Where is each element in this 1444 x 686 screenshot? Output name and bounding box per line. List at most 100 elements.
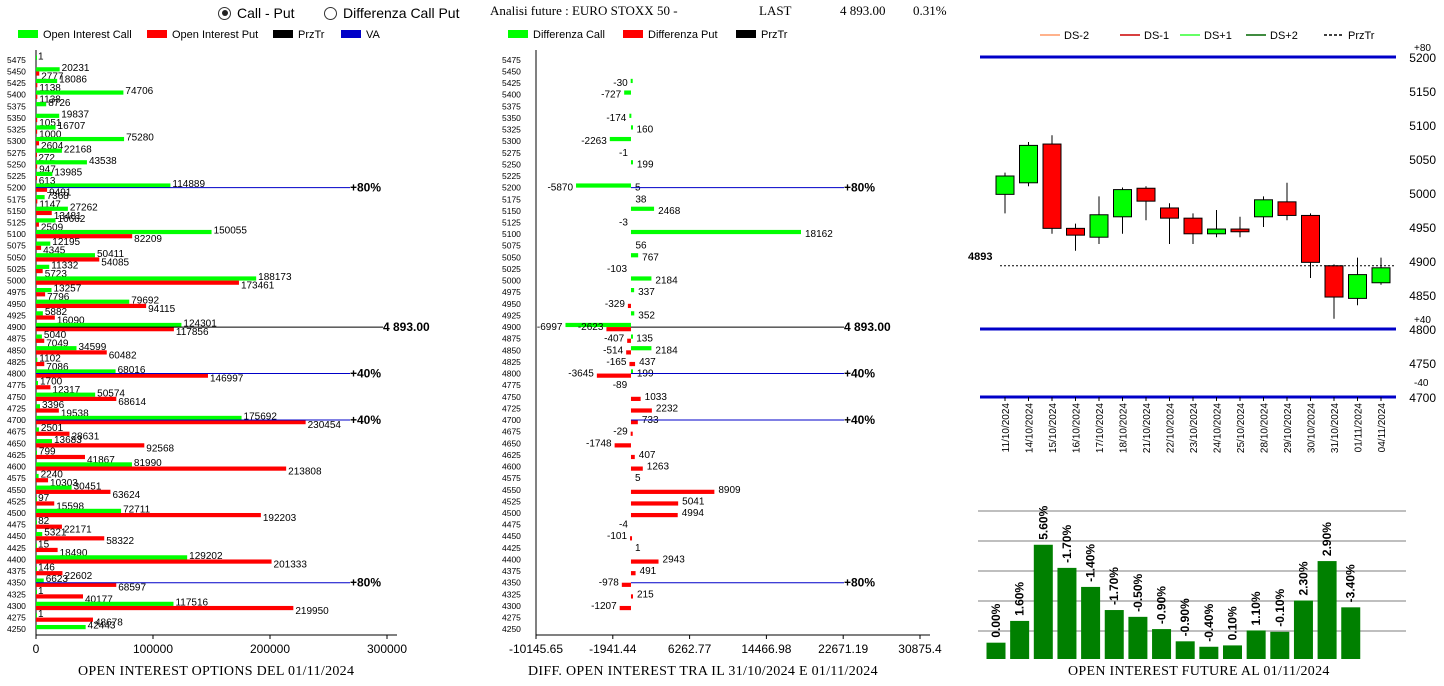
future-oi-label: 0.10% <box>1226 606 1240 640</box>
diff-bar <box>630 125 633 130</box>
future-oi-bar <box>1010 620 1030 659</box>
put-value-label: 13481 <box>54 211 82 222</box>
call-value-label: 188173 <box>258 272 292 283</box>
diff-bar <box>627 338 631 343</box>
put-value-label: 1138 <box>39 95 61 106</box>
candle-body <box>1207 228 1226 235</box>
put-bar <box>36 350 107 355</box>
put-bar <box>36 443 145 448</box>
band-label: +80 <box>1414 43 1431 54</box>
strike-label: 5250 <box>7 159 26 169</box>
strike-label: 4450 <box>7 531 26 541</box>
x-tick-label: -1941.44 <box>589 642 637 656</box>
call-bar <box>36 532 43 537</box>
put-bar <box>36 536 105 541</box>
strike-label: 5400 <box>502 90 521 100</box>
strike-label: 4725 <box>502 403 521 413</box>
put-value-label: 2509 <box>41 222 64 233</box>
put-value-label: 58322 <box>106 536 134 547</box>
strike-label: 4750 <box>7 392 26 402</box>
put-value-label: 4345 <box>43 246 66 257</box>
put-bar <box>36 512 261 518</box>
put-value-label: 92568 <box>146 443 174 454</box>
call-value-label: 50411 <box>97 249 125 260</box>
diff-bar <box>630 454 635 460</box>
put-value-label: 1000 <box>39 130 62 141</box>
x-tick-label: 01/11/2024 <box>1354 403 1365 453</box>
call-bar <box>36 346 77 351</box>
future-oi-bar <box>1057 567 1077 659</box>
put-value-label: 16090 <box>57 315 85 326</box>
call-bar <box>36 601 174 606</box>
diff-bar <box>630 229 801 235</box>
put-value-label: 22602 <box>64 571 92 582</box>
diff-value-label: 337 <box>638 287 655 298</box>
candle-body <box>1113 189 1132 218</box>
strike-label: 4575 <box>502 473 521 483</box>
caption-left: OPEN INTEREST OPTIONS DEL 01/11/2024 <box>78 664 355 679</box>
strike-label: 5225 <box>502 171 521 181</box>
put-bar <box>36 327 174 332</box>
x-tick-label: 24/10/2024 <box>1213 403 1224 453</box>
reference-label: +80% <box>350 181 381 195</box>
legend-swatch <box>273 30 293 38</box>
call-bar <box>36 578 44 583</box>
strike-label: 5175 <box>7 194 26 204</box>
strike-label: 5350 <box>7 113 26 123</box>
open-interest-options-chart: Open Interest Call Open Interest Put PrzTr… <box>7 29 430 656</box>
strike-label: 4275 <box>502 613 521 623</box>
y-tick-label: 4950 <box>1409 221 1436 235</box>
strike-label: 4525 <box>502 496 521 506</box>
strike-label: 4250 <box>502 624 521 634</box>
strike-label: 4775 <box>502 380 521 390</box>
call-value-label: 13683 <box>54 435 82 446</box>
future-oi-label: -1.70% <box>1107 567 1121 605</box>
call-bar <box>36 55 37 60</box>
future-oi-bar <box>1246 630 1266 659</box>
call-value-label: 175692 <box>244 412 278 423</box>
diff-value-label: -29 <box>613 427 628 438</box>
y-tick-label: 4850 <box>1409 289 1436 303</box>
x-tick-label: 100000 <box>133 642 173 656</box>
radio-differenza[interactable]: Differenza Call Put <box>324 5 459 21</box>
put-bar <box>36 176 37 181</box>
last-price-label: 4893 <box>968 251 992 263</box>
call-bar <box>36 195 45 200</box>
put-value-label: 1051 <box>39 118 62 129</box>
diff-value-label: -30 <box>613 78 628 89</box>
strike-label: 5100 <box>502 229 521 239</box>
y-tick-label: 5100 <box>1409 119 1436 133</box>
diff-bar <box>630 559 659 564</box>
radio-selected-icon[interactable] <box>218 6 231 20</box>
band-label: -40 <box>1414 378 1429 389</box>
put-value-label: 22171 <box>64 525 92 536</box>
diff-bar <box>614 443 631 448</box>
strike-label: 4375 <box>502 566 521 576</box>
call-value-label: 34599 <box>78 342 106 353</box>
radio-call-put[interactable]: Call - Put <box>218 5 295 21</box>
call-value-label: 3396 <box>42 400 65 411</box>
call-bar <box>36 311 43 316</box>
put-bar <box>36 83 38 88</box>
strike-label: 4500 <box>7 508 26 518</box>
put-bar <box>36 141 40 146</box>
x-tick-label: 31/10/2024 <box>1330 403 1341 453</box>
diff-value-label: 1 <box>635 543 641 554</box>
call-value-label: 68016 <box>118 365 146 376</box>
call-value-label: 81990 <box>134 458 162 469</box>
put-bar <box>36 594 84 599</box>
x-tick-label: 0 <box>33 642 40 656</box>
radio-unselected-icon[interactable] <box>324 6 337 20</box>
put-bar <box>36 408 59 413</box>
put-value-label: 68614 <box>118 397 146 408</box>
reference-label: 4 893.00 <box>383 320 430 334</box>
call-bar <box>36 322 182 328</box>
call-bar <box>36 253 95 258</box>
diff-bar <box>621 582 631 587</box>
call-value-label: 5040 <box>44 330 67 341</box>
call-bar <box>36 229 212 235</box>
call-bar <box>36 427 39 432</box>
diff-value-label: 2184 <box>655 345 678 356</box>
strike-label: 4275 <box>7 613 26 623</box>
strike-label: 5100 <box>7 229 26 239</box>
